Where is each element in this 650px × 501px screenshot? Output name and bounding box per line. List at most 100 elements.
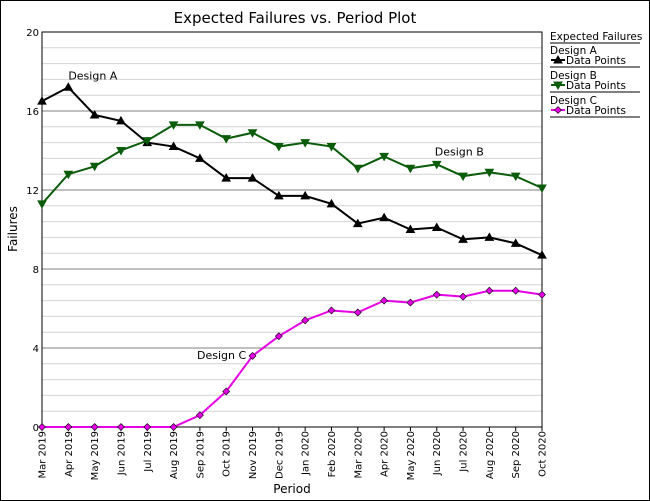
data-point [64, 423, 73, 431]
data-point [510, 238, 521, 247]
data-point [537, 250, 547, 259]
data-point [195, 411, 204, 420]
x-tick-label: May 2020 [406, 431, 417, 480]
x-tick-label: Mar 2020 [353, 431, 364, 479]
data-point [273, 190, 284, 200]
data-point [538, 290, 546, 299]
data-point [90, 423, 99, 431]
data-point [405, 164, 416, 174]
legend-group-title: Design B [550, 70, 597, 82]
data-point [89, 162, 100, 172]
legend-entry-label: Data Points [566, 80, 626, 92]
series-annotation: Design B [435, 145, 484, 158]
series-design-c [38, 286, 546, 431]
x-tick-label: Sep 2020 [511, 431, 522, 478]
data-point [274, 332, 283, 341]
data-point [431, 160, 442, 170]
data-point [142, 137, 153, 146]
y-tick-label: 16 [26, 107, 39, 118]
legend-group-title: Design A [550, 45, 598, 57]
plot-area [41, 31, 543, 428]
data-point [195, 121, 205, 130]
data-point [37, 200, 47, 209]
data-point [511, 286, 520, 295]
data-point [300, 190, 311, 200]
series-line [42, 289, 543, 428]
data-point [553, 81, 563, 91]
data-point [484, 168, 495, 178]
series-line [41, 86, 543, 257]
x-tick-label: Mar 2019 [38, 431, 49, 479]
x-tick-label: Aug 2020 [485, 431, 496, 479]
x-tick-label: Feb 2020 [327, 431, 338, 477]
data-point [379, 212, 389, 222]
x-tick-label: Jul 2020 [459, 431, 470, 473]
y-tick-label: 8 [33, 265, 39, 276]
x-tick-label: May 2019 [90, 431, 101, 480]
data-point [247, 173, 258, 182]
data-point [327, 306, 336, 315]
data-point [537, 184, 547, 194]
data-point [63, 82, 74, 91]
data-point [326, 143, 337, 152]
x-tick-label: Oct 2020 [538, 431, 549, 477]
data-point [553, 54, 563, 64]
data-point [221, 173, 232, 182]
series-design-b [37, 121, 547, 209]
data-point [380, 296, 389, 305]
x-tick-label: Jan 2020 [301, 431, 312, 476]
series-annotation: Design A [68, 69, 117, 82]
y-tick-label: 12 [26, 186, 39, 197]
legend-entry-label: Data Points [566, 55, 626, 67]
legend-header: Expected Failures [550, 31, 642, 43]
x-tick-label: Oct 2019 [222, 431, 233, 477]
y-axis-label: Failures [6, 206, 20, 252]
minor-gridlines [42, 47, 542, 412]
data-point [116, 115, 126, 125]
y-tick-label: 20 [26, 28, 39, 39]
x-tick-label: Apr 2019 [64, 431, 75, 477]
data-point [63, 170, 74, 180]
data-point [116, 147, 126, 156]
data-point [117, 423, 125, 431]
y-axis-ticks: 0 4 8 12 16 20 [26, 28, 39, 434]
x-tick-label: Dec 2019 [274, 431, 285, 479]
y-tick-label: 4 [33, 344, 39, 355]
data-point [485, 286, 494, 295]
data-point [510, 172, 521, 182]
y-tick-label: 0 [33, 423, 39, 434]
series-annotation: Design C [197, 349, 246, 362]
data-point [89, 109, 100, 119]
data-point [431, 222, 442, 232]
x-tick-label: Jul 2019 [143, 431, 154, 473]
x-tick-label: Jun 2019 [116, 431, 127, 476]
series-design-a [37, 82, 547, 259]
data-point [554, 106, 562, 114]
data-point [143, 423, 152, 431]
data-point [301, 316, 310, 325]
data-point [248, 351, 257, 360]
data-point [484, 232, 495, 241]
legend-group-title: Design C [550, 95, 597, 107]
x-tick-label: Aug 2019 [169, 431, 180, 479]
data-point [459, 292, 467, 301]
series-layer [37, 82, 547, 431]
data-point [432, 290, 441, 299]
data-point [273, 143, 284, 152]
data-point [405, 224, 416, 233]
x-tick-label: Nov 2019 [248, 431, 259, 479]
data-point [406, 298, 415, 307]
data-point [300, 139, 311, 148]
data-point [221, 135, 232, 144]
data-point [352, 218, 363, 228]
x-axis-label: Period [273, 482, 310, 496]
major-gridlines [42, 110, 542, 349]
data-point [352, 164, 363, 174]
x-tick-label: Sep 2019 [195, 431, 206, 478]
data-point [222, 387, 231, 396]
data-point [169, 423, 178, 431]
series-annotations: Design A Design B Design C [68, 69, 483, 362]
data-point [458, 172, 468, 182]
